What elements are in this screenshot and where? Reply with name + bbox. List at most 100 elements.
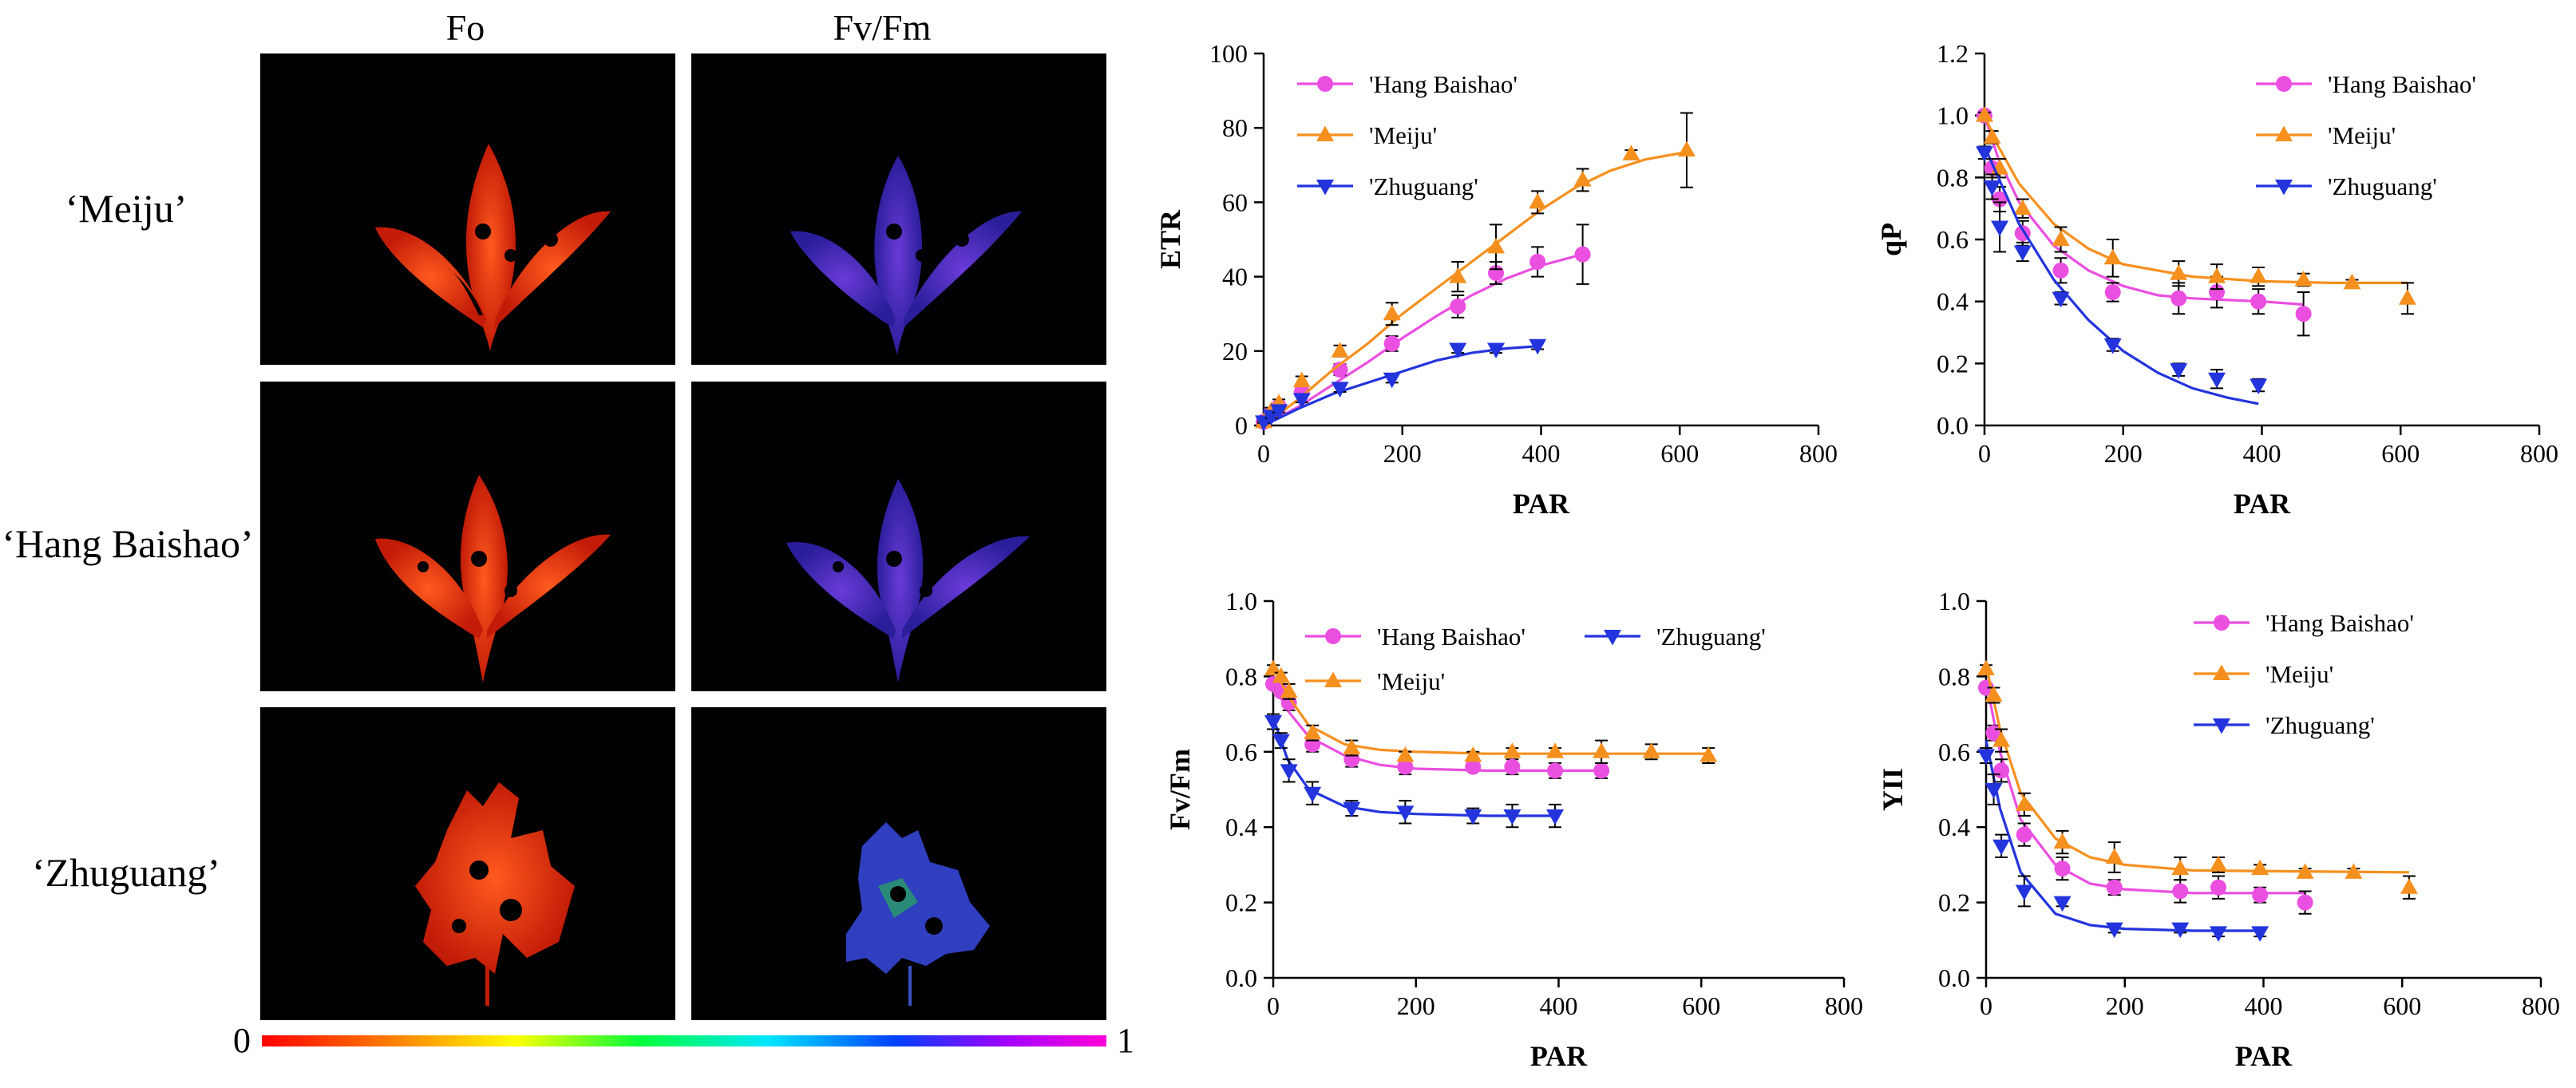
data-point [2400,878,2418,894]
legend: 'Hang Baishao' 'Meiju' 'Zhuguang' [2194,609,2414,739]
data-point [2171,922,2190,939]
legend-label: 'Hang Baishao' [1369,70,1518,98]
data-point [1593,762,1610,779]
leaf-fo-hang-baishao [375,475,611,682]
y-axis-title: ETR [1154,209,1186,269]
x-axis-title: PAR [2235,1040,2293,1072]
data-point [1397,758,1414,775]
data-point [2250,293,2267,310]
y-tick-label: 0 [1235,411,1248,440]
data-point [1984,686,2003,702]
x-tick-label: 200 [2104,439,2143,468]
colorbar-max-label: 1 [1117,1021,1134,1060]
chart-qp: 0 200 400 600 800 0.0 0.2 0.4 0.6 0.8 1.0 1.2 PAR qP '… [1875,39,2558,520]
x-tick-label: 200 [2106,991,2144,1020]
data-point [2054,861,2071,877]
data-point [2296,863,2314,879]
data-point [1383,304,1401,321]
data-point [2015,884,2033,900]
data-point [1450,298,1466,315]
data-point [1977,749,1995,766]
data-point [1464,809,1482,825]
leaf-fo-zhuguang [415,782,575,1006]
legend-marker [2276,76,2292,92]
legend-item-hang-baishao: 'Hang Baishao' [2194,609,2414,637]
data-point [1272,734,1290,750]
data-point [2295,306,2312,322]
legend-item-hang-baishao: 'Hang Baishao' [1297,70,1518,98]
data-point [1465,758,1482,775]
data-point [1464,746,1482,762]
series-meiju [1976,106,2416,315]
y-tick-label: 100 [1209,39,1248,68]
legend-marker [2213,664,2230,680]
data-point [2250,267,2268,283]
data-point [1677,140,1696,157]
data-point [2345,863,2363,879]
data-point [1396,805,1415,821]
data-point [1449,267,1467,283]
y-tick-label: 0.2 [1938,888,1970,917]
y-tick-label: 0.4 [1225,813,1257,841]
fit-curve [1984,664,2409,874]
column-title-fo: Fo [446,7,485,48]
data-point [1343,738,1361,755]
x-tick-label: 400 [2243,439,2281,468]
fit-curve [1984,679,2305,895]
data-point [1331,382,1349,398]
data-point [2294,270,2313,287]
data-point [1280,764,1298,780]
series-zhuguang [1976,145,2268,406]
y-tick-label: 0.8 [1225,662,1257,690]
y-tick-label: 0.0 [1938,963,1970,992]
y-axis-title: Fv/Fm [1164,749,1196,830]
data-point [2251,926,2269,942]
data-point [2104,284,2121,301]
leaf-fvfm-meiju [790,156,1022,355]
data-point [2210,879,2227,896]
x-axis-title: PAR [1530,1040,1588,1072]
data-point [2171,859,2190,876]
data-point [1396,746,1415,762]
data-point [1992,191,2008,208]
series-zhuguang [1255,338,1547,431]
legend-marker [2214,615,2230,631]
data-point [2105,848,2123,864]
legend-item-meiju: 'Meiju' [1305,667,1445,695]
y-tick-label: 0.4 [1938,813,1970,841]
data-point [2013,245,2032,262]
data-point [2013,199,2032,216]
y-axis-title: YII [1877,768,1909,811]
legend-marker [2275,125,2293,141]
row-label-hang-baishao: ‘Hang Baishao’ [2,521,253,566]
data-point [2208,372,2226,389]
legend-marker [1325,628,1341,644]
legend: 'Hang Baishao' 'Meiju' 'Zhuguang' [1305,623,1766,695]
y-tick-label: 0.2 [1937,349,1969,378]
y-tick-label: 20 [1222,337,1248,366]
x-tick-label: 200 [1383,439,1422,468]
fit-curve [1272,664,1709,755]
data-point [1503,809,1521,825]
data-point [2103,248,2122,265]
data-point [1264,659,1282,675]
legend: 'Hang Baishao' 'Meiju' 'Zhuguang' [1297,70,1518,200]
x-axis-title: PAR [2234,488,2291,520]
data-point [1292,371,1311,388]
fit-curve [1983,115,2408,284]
y-tick-label: 0.0 [1937,411,1969,440]
data-point [1272,667,1290,683]
data-point [2053,896,2071,912]
x-tick-label: 400 [1522,439,1561,468]
fit-curve [1263,150,1688,427]
data-point [1449,342,1467,358]
data-point [1487,237,1506,254]
data-point [1976,146,1993,162]
data-point [2015,795,2033,811]
y-tick-label: 1.0 [1225,587,1257,615]
data-point [1993,762,2010,779]
data-point [1977,659,1995,675]
data-point [2052,262,2069,279]
x-tick-label: 0 [1267,991,1280,1020]
